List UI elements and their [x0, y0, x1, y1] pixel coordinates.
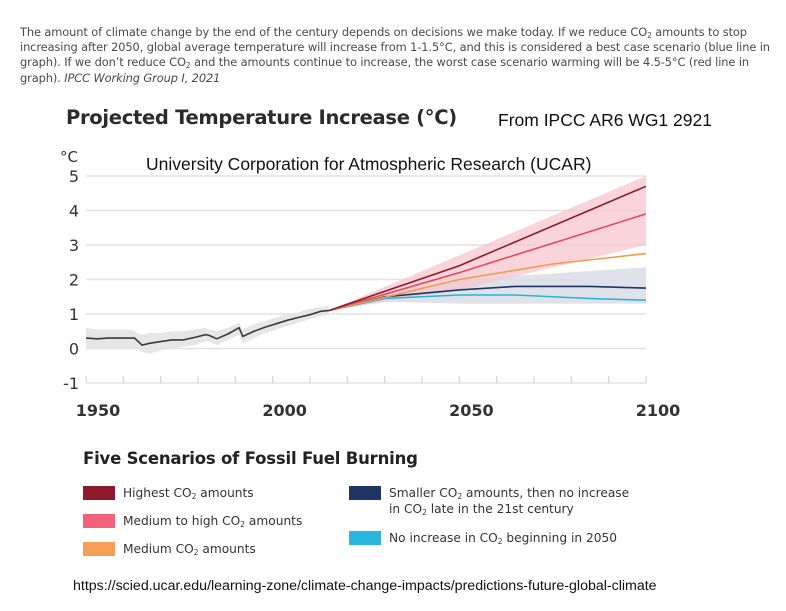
y-tick-label: -1 [63, 374, 79, 393]
legend-swatch [83, 542, 115, 556]
legend-item-smaller: Smaller CO2 amounts, then no increase in … [349, 485, 629, 517]
legend-label: Smaller CO2 amounts, then no increase in … [389, 486, 630, 517]
temperature-chart: -1 0 1 2 3 4 5°C 1950 2000 2050 2100 [60, 148, 680, 420]
x-tick-label: 2050 [449, 401, 494, 420]
legend-item-no-increase: No increase in CO2 beginning in 2050 [349, 530, 617, 546]
intro-paragraph: The amount of climate change by the end … [20, 25, 770, 85]
y-tick-label: 2 [69, 271, 79, 290]
legend-swatch [349, 531, 381, 545]
legend-item-highest: Highest CO2 amounts [83, 485, 254, 501]
legend-swatch [349, 486, 381, 500]
y-tick-label: 3 [69, 236, 79, 255]
y-tick-label: 4 [69, 202, 79, 221]
y-tick-label: 5 [69, 167, 79, 186]
x-tick-label: 2100 [636, 401, 681, 420]
legend-title: Five Scenarios of Fossil Fuel Burning [83, 449, 418, 468]
line-layer [85, 185, 647, 346]
legend-label: Medium CO2 amounts [123, 542, 256, 557]
series-line-medium-high [328, 213, 647, 312]
historical-uncertainty-band [86, 305, 329, 354]
source-note: From IPCC AR6 WG1 2921 [498, 110, 712, 130]
y-axis-label: °C [60, 148, 78, 166]
y-tick-label: 0 [69, 340, 79, 359]
legend-label: Highest CO2 amounts [123, 486, 254, 501]
legend-label: Medium to high CO2 amounts [123, 514, 303, 529]
historical-line [85, 309, 329, 346]
x-tick-label: 1950 [76, 401, 121, 420]
axis-layer: -1 0 1 2 3 4 5°C 1950 2000 2050 2100 [60, 148, 680, 420]
series-line-no-increase [328, 294, 647, 312]
organization-note: University Corporation for Atmospheric R… [146, 154, 592, 174]
legend-swatch [83, 486, 115, 500]
legend-label: No increase in CO2 beginning in 2050 [389, 531, 617, 546]
legend-item-medium-high: Medium to high CO2 amounts [83, 513, 302, 529]
high-band-uncertainty-band [328, 176, 646, 311]
x-tick-label: 2000 [262, 401, 307, 420]
legend-item-medium: Medium CO2 amounts [83, 541, 256, 557]
source-url: https://scied.ucar.edu/learning-zone/cli… [73, 578, 657, 594]
low-band-uncertainty-band [328, 267, 646, 311]
series-line-medium [328, 252, 647, 312]
citation: IPCC Working Group I, 2021 [64, 70, 221, 85]
band-layer [86, 176, 646, 354]
legend-swatch [83, 514, 115, 528]
y-tick-label: 1 [69, 305, 79, 324]
series-line-highest [328, 185, 647, 312]
chart-title: Projected Temperature Increase (°C) [66, 106, 457, 129]
